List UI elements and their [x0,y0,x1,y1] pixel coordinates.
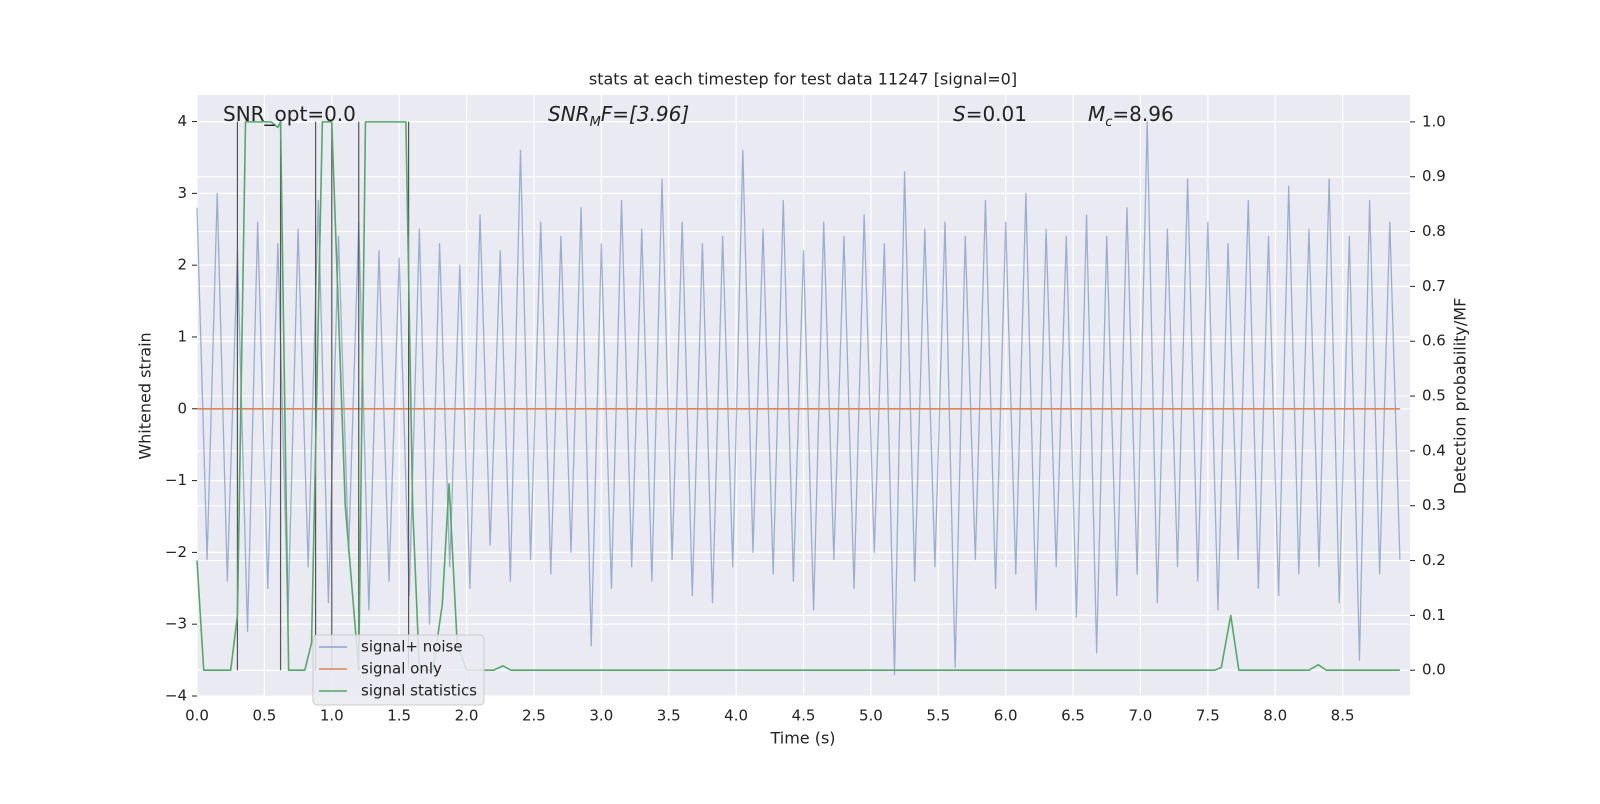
x-tick-label: 5.0 [859,707,883,725]
y2-tick-label: 0.4 [1422,441,1446,459]
annotation-part: M [1088,102,1105,126]
y2-tick-label: 0.6 [1422,332,1446,350]
x-tick-label: 6.5 [1061,707,1085,725]
y-tick-label: 2 [177,256,187,274]
legend-box [312,634,485,706]
x-tick-label: 1.0 [320,707,344,725]
y-tick-label: 3 [177,184,187,202]
series-line [196,121,1400,672]
chart-title: stats at each timestep for test data 112… [589,70,1017,89]
y2-tick-label: 0.1 [1422,606,1446,624]
annotation: SNRMF=[3.96] [548,102,689,131]
legend-label: signal statistics [361,682,477,700]
annotation-part: SNR [548,102,590,126]
x-tick-label: 1.5 [387,707,411,725]
y-tick-label: −3 [165,615,187,633]
y2-axis-label: Detection probability/MF [1451,298,1470,495]
x-tick-label: 3.5 [657,707,681,725]
y-axis-label: Whitened strain [136,332,155,459]
x-axis-label: Time (s) [769,729,835,748]
annotation-part: F=[3.96] [601,102,689,126]
annotation: S=0.01 [953,102,1027,126]
x-tick-label: 4.0 [724,707,748,725]
annotation-part: =8.96 [1112,102,1173,126]
y-tick-label: 0 [177,399,187,417]
y2-tick-label: 0.8 [1422,222,1446,240]
y2-tick-label: 1.0 [1422,112,1446,130]
annotation: SNR_opt=0.0 [223,102,356,126]
y-tick-label: 4 [177,112,187,130]
annotation-sub: M [590,115,601,130]
y-tick-label: −2 [165,543,187,561]
y-tick-label: −1 [165,471,187,489]
x-tick-label: 8.5 [1331,707,1355,725]
x-tick-label: 0.5 [252,707,276,725]
y2-tick-label: 0.7 [1422,277,1446,295]
x-tick-label: 6.0 [994,707,1018,725]
y-tick-label: 1 [177,327,187,345]
annotation-sub: c [1105,115,1112,130]
annotation-part: SNR_opt=0.0 [223,102,356,126]
x-tick-label: 4.5 [792,707,816,725]
series-line [196,120,1401,676]
y2-tick-label: 0.9 [1422,167,1446,185]
x-tick-label: 8.0 [1263,707,1287,725]
legend-label: signal only [361,660,442,678]
annotation: Mc=8.96 [1088,102,1174,131]
y2-tick-label: 0.3 [1422,496,1446,514]
legend-label: signal+ noise [361,638,463,656]
x-tick-label: 7.0 [1129,707,1153,725]
y2-tick-label: 0.2 [1422,551,1446,569]
y2-tick-label: 0.5 [1422,387,1446,405]
x-tick-label: 5.5 [926,707,950,725]
x-tick-label: 2.5 [522,707,546,725]
y2-tick-label: 0.0 [1422,661,1446,679]
y-tick-label: −4 [165,687,187,705]
x-tick-label: 0.0 [185,707,209,725]
annotation-part: =0.01 [966,102,1027,126]
x-tick-label: 7.5 [1196,707,1220,725]
annotation-part: S [953,102,966,126]
x-tick-label: 3.0 [589,707,613,725]
x-tick-label: 2.0 [455,707,479,725]
